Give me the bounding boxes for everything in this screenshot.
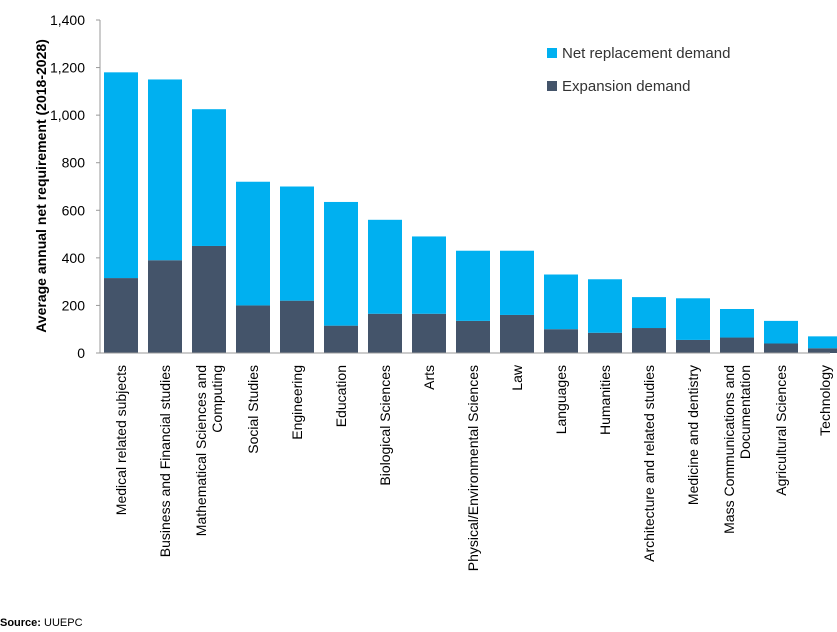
- x-tick-label: Physical/Environmental Sciences: [465, 365, 481, 571]
- bar-segment-expansion: [676, 339, 710, 353]
- bar-segment-replacement: [632, 297, 666, 329]
- y-tick-label: 800: [62, 155, 86, 171]
- legend-label: Expansion demand: [562, 78, 690, 95]
- bar-segment-expansion: [456, 320, 490, 353]
- bar-segment-expansion: [192, 245, 226, 353]
- x-tick-label: Engineering: [289, 365, 305, 440]
- legend-swatch: [547, 81, 557, 91]
- x-tick-label: Humanities: [597, 365, 613, 435]
- bar-segment-replacement: [412, 236, 446, 314]
- bar-segment-expansion: [236, 305, 270, 353]
- bar-segment-expansion: [544, 329, 578, 353]
- y-tick-label: 600: [62, 202, 86, 218]
- bars: [104, 72, 837, 353]
- x-tick-label: Mathematical Sciences and: [193, 365, 209, 536]
- bar-segment-replacement: [588, 279, 622, 333]
- bar-segment-expansion: [808, 348, 837, 353]
- bar-segment-replacement: [280, 186, 314, 301]
- x-tick-label: Architecture and related studies: [641, 365, 657, 562]
- source-label: Source:: [0, 617, 41, 629]
- x-tick-label: Biological Sciences: [377, 365, 393, 486]
- legend: Net replacement demand Expansion demand: [547, 45, 730, 95]
- bar-segment-expansion: [500, 314, 534, 353]
- y-axis: 0 200 400 600 800 1,000 1,200 1,400: [50, 12, 101, 361]
- x-tick-label: Medical related subjects: [113, 365, 129, 515]
- bar-segment-replacement: [500, 250, 534, 315]
- x-tick-label: Agricultural Sciences: [773, 365, 789, 496]
- bar-segment-replacement: [192, 109, 226, 246]
- legend-label: Net replacement demand: [562, 45, 730, 62]
- y-tick-label: 0: [77, 345, 85, 361]
- x-tick-label: Arts: [421, 365, 437, 390]
- bar-segment-expansion: [368, 313, 402, 353]
- source-note: Source: UUEPC: [0, 617, 83, 629]
- bar-segment-replacement: [764, 320, 798, 344]
- bar-segment-expansion: [412, 313, 446, 353]
- x-tick-label: Business and Financial studies: [157, 365, 173, 557]
- bar-segment-replacement: [456, 250, 490, 321]
- x-tick-label: Education: [333, 365, 349, 427]
- y-tick-label: 1,000: [50, 107, 85, 123]
- x-tick-label: Technology: [817, 365, 833, 436]
- source-value: UUEPC: [44, 617, 83, 629]
- y-axis-label: Average annual net requirement (2018-202…: [33, 39, 49, 333]
- bar-segment-replacement: [720, 308, 754, 338]
- bar-segment-expansion: [148, 260, 182, 353]
- x-tick-label: Mass Communications and: [721, 365, 737, 534]
- bar-segment-replacement: [236, 181, 270, 306]
- x-tick-label: Documentation: [737, 365, 753, 459]
- x-tick-label: Law: [509, 364, 525, 391]
- x-tick-label: Medicine and dentistry: [685, 365, 701, 505]
- bar-segment-replacement: [676, 298, 710, 340]
- y-tick-label: 1,200: [50, 60, 85, 76]
- x-tick-label: Computing: [209, 365, 225, 433]
- x-axis: Medical related subjects Business and Fin…: [100, 352, 833, 571]
- bar-segment-expansion: [280, 300, 314, 353]
- bar-segment-replacement: [104, 72, 138, 279]
- x-tick-label: Social Studies: [245, 365, 261, 454]
- bar-segment-expansion: [104, 278, 138, 353]
- bar-segment-replacement: [368, 219, 402, 314]
- bar-segment-replacement: [544, 274, 578, 330]
- legend-swatch: [547, 48, 557, 58]
- bar-segment-expansion: [632, 328, 666, 353]
- bar-segment-replacement: [324, 201, 358, 326]
- bar-segment-replacement: [808, 336, 837, 349]
- x-tick-label: Languages: [553, 365, 569, 434]
- bar-segment-expansion: [764, 343, 798, 353]
- bar-segment-expansion: [324, 325, 358, 353]
- y-tick-label: 400: [62, 250, 86, 266]
- y-tick-label: 1,400: [50, 12, 85, 28]
- bar-segment-replacement: [148, 79, 182, 261]
- bar-segment-expansion: [720, 337, 754, 353]
- y-tick-label: 200: [62, 297, 86, 313]
- bar-segment-expansion: [588, 332, 622, 353]
